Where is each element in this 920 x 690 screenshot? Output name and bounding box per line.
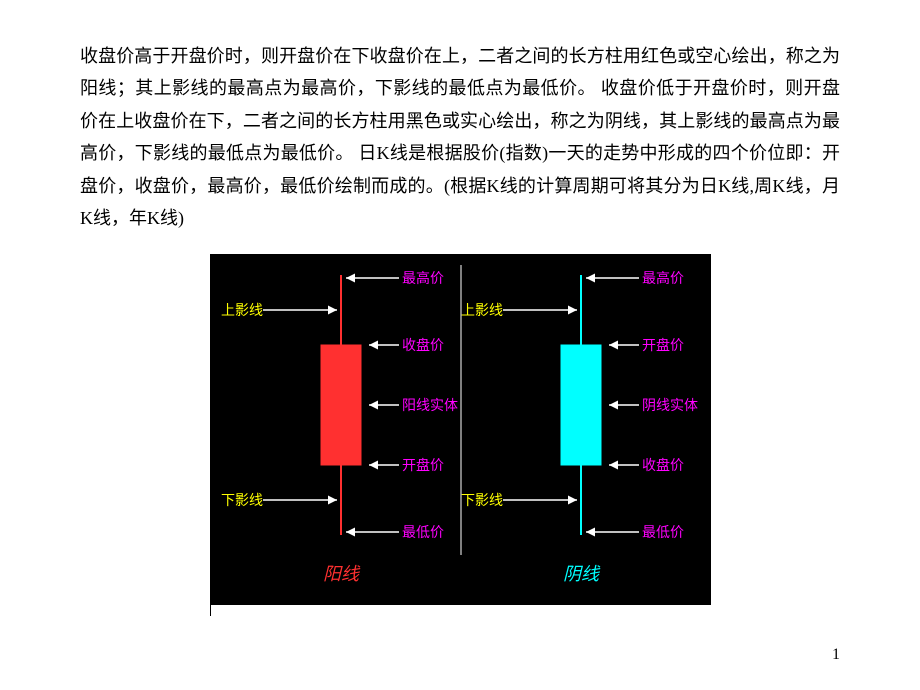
- candlestick-svg: 最高价上影线收盘价阳线实体开盘价下影线最低价阳线最高价上影线开盘价阴线实体收盘价…: [211, 255, 711, 605]
- svg-text:最高价: 最高价: [642, 270, 684, 287]
- svg-text:阴线实体: 阴线实体: [642, 398, 698, 414]
- diagram-container: 最高价上影线收盘价阳线实体开盘价下影线最低价阳线最高价上影线开盘价阴线实体收盘价…: [80, 254, 840, 615]
- svg-text:收盘价: 收盘价: [402, 337, 444, 354]
- svg-text:最高价: 最高价: [402, 270, 444, 287]
- page-number: 1: [832, 641, 840, 670]
- svg-text:开盘价: 开盘价: [642, 337, 684, 354]
- svg-text:上影线: 上影线: [221, 303, 263, 319]
- svg-text:最低价: 最低价: [642, 525, 684, 541]
- svg-text:阳线: 阳线: [323, 564, 361, 584]
- svg-text:收盘价: 收盘价: [642, 457, 684, 474]
- svg-text:阴线: 阴线: [563, 564, 601, 584]
- svg-text:最低价: 最低价: [402, 525, 444, 541]
- svg-text:阳线实体: 阳线实体: [402, 398, 458, 414]
- svg-text:下影线: 下影线: [221, 493, 263, 509]
- description-text: 收盘价高于开盘价时，则开盘价在下收盘价在上，二者之间的长方柱用红色或空心绘出，称…: [80, 40, 840, 234]
- svg-text:下影线: 下影线: [461, 493, 503, 509]
- svg-text:开盘价: 开盘价: [402, 457, 444, 474]
- candlestick-diagram: 最高价上影线收盘价阳线实体开盘价下影线最低价阳线最高价上影线开盘价阴线实体收盘价…: [210, 254, 711, 615]
- svg-text:上影线: 上影线: [461, 303, 503, 319]
